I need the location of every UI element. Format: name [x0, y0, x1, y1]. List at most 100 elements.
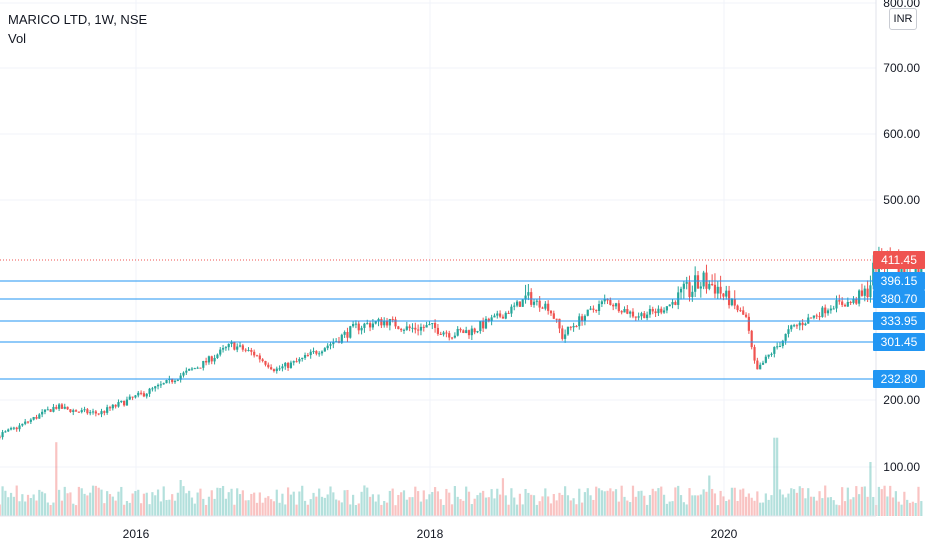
volume-bar-299 [744, 496, 748, 516]
candle-body-308 [770, 353, 773, 355]
horizontal-levels[interactable] [0, 259, 876, 380]
candle-body-47 [32, 417, 35, 420]
candle-body-113 [219, 349, 222, 355]
volume-bar-183 [417, 491, 420, 516]
volume-bar-55 [55, 442, 58, 516]
volume-bar-139 [292, 491, 295, 516]
candle-body-106 [199, 367, 202, 369]
volume-bar-317 [795, 492, 799, 516]
volume-bar-145 [309, 499, 312, 516]
time-axis[interactable]: 20162018202020222024 [0, 515, 932, 541]
volume-bar-238 [572, 498, 575, 516]
volume-bar-76 [114, 500, 117, 516]
volume-bar-355 [903, 491, 906, 516]
volume-bar-50 [41, 491, 44, 516]
volume-bar-289 [716, 505, 719, 516]
candle-body-205 [479, 321, 482, 332]
candle-body-70 [97, 413, 100, 415]
volume-bar-241 [580, 502, 584, 516]
volume-bar-325 [818, 491, 821, 516]
candle-body-231 [552, 313, 555, 319]
candle-body-260 [634, 316, 637, 318]
volume-bar-80 [125, 501, 129, 516]
candle-body-292 [725, 290, 728, 297]
volume-bar-292 [725, 501, 728, 516]
volume-bar-162 [357, 503, 360, 516]
volume-bar-328 [826, 497, 830, 516]
candle-body-94 [165, 380, 168, 384]
volume-bar-326 [821, 498, 824, 516]
volume-bar-88 [148, 504, 151, 516]
volume-bar-349 [886, 496, 889, 516]
candle-body-176 [397, 326, 400, 330]
candle-body-93 [162, 383, 165, 385]
candle-body-126 [255, 355, 259, 357]
candle-body-291 [722, 293, 725, 297]
candle-body-214 [504, 312, 507, 319]
volume-bar-221 [524, 488, 527, 516]
candle-body-159 [349, 326, 352, 338]
volume-bar-257 [626, 500, 629, 516]
candle-body-127 [258, 355, 261, 360]
volume-bar-218 [515, 504, 519, 516]
volume-bar-247 [597, 488, 601, 516]
y-tick-label-0: 100.00 [883, 460, 920, 474]
volume-bar-242 [583, 492, 587, 516]
volume-bar-220 [521, 504, 524, 516]
volume-bar-206 [482, 490, 485, 516]
candle-body-143 [303, 355, 307, 358]
candle-body-239 [575, 325, 578, 327]
volume-bar-156 [340, 502, 343, 516]
candle-body-343 [869, 285, 872, 298]
volume-bar-211 [496, 488, 499, 516]
volume-bar-288 [713, 493, 717, 516]
volume-bar-343 [869, 462, 872, 516]
candle-body-88 [148, 388, 151, 394]
volume-bar-271 [665, 503, 668, 516]
candle-body-169 [377, 319, 380, 321]
volume-bar-194 [448, 492, 451, 516]
level-price-label-1-bg [873, 290, 925, 308]
volume-bar-253 [614, 489, 618, 516]
candle-body-44 [24, 421, 27, 424]
volume-bar-170 [380, 504, 383, 516]
candle-body-272 [668, 304, 671, 307]
volume-bar-215 [507, 504, 510, 516]
volume-bar-40 [12, 496, 15, 516]
candle-body-65 [83, 409, 86, 411]
y-tick-label-1: 200.00 [883, 393, 920, 407]
symbol-title[interactable]: MARICO LTD, 1W, NSE [8, 12, 148, 27]
volume-bar-213 [501, 478, 505, 516]
volume-bar-230 [549, 503, 553, 516]
candle-body-281 [694, 275, 697, 292]
candle-body-316 [793, 325, 796, 327]
candle-body-286 [708, 283, 711, 289]
candle-body-307 [767, 354, 770, 357]
currency-button[interactable]: INR [889, 8, 917, 30]
volume-bar-126 [255, 502, 259, 516]
grid-lines [0, 0, 876, 516]
volume-bar-128 [261, 502, 264, 516]
candle-body-53 [49, 409, 52, 412]
volume-bar-237 [569, 500, 572, 516]
volume-bar-119 [236, 488, 239, 516]
candle-body-86 [142, 393, 146, 397]
volume-bar-38 [7, 497, 10, 516]
candle-body-72 [103, 411, 106, 413]
candle-body-48 [35, 417, 38, 419]
volume-bar-133 [275, 489, 278, 516]
volume-bar-290 [719, 490, 722, 516]
volume-bar-279 [688, 488, 691, 516]
candle-body-304 [759, 364, 762, 370]
candle-body-92 [159, 384, 162, 386]
candle-body-317 [795, 325, 799, 327]
volume-bar-104 [193, 503, 196, 516]
volume-bar-148 [318, 488, 321, 516]
volume-indicator-label[interactable]: Vol [8, 31, 27, 46]
volume-bar-75 [111, 496, 114, 516]
candle-body-83 [134, 395, 137, 398]
candle-body-41 [15, 427, 18, 430]
volume-bar-275 [677, 485, 680, 516]
volume-bar-64 [80, 488, 83, 516]
